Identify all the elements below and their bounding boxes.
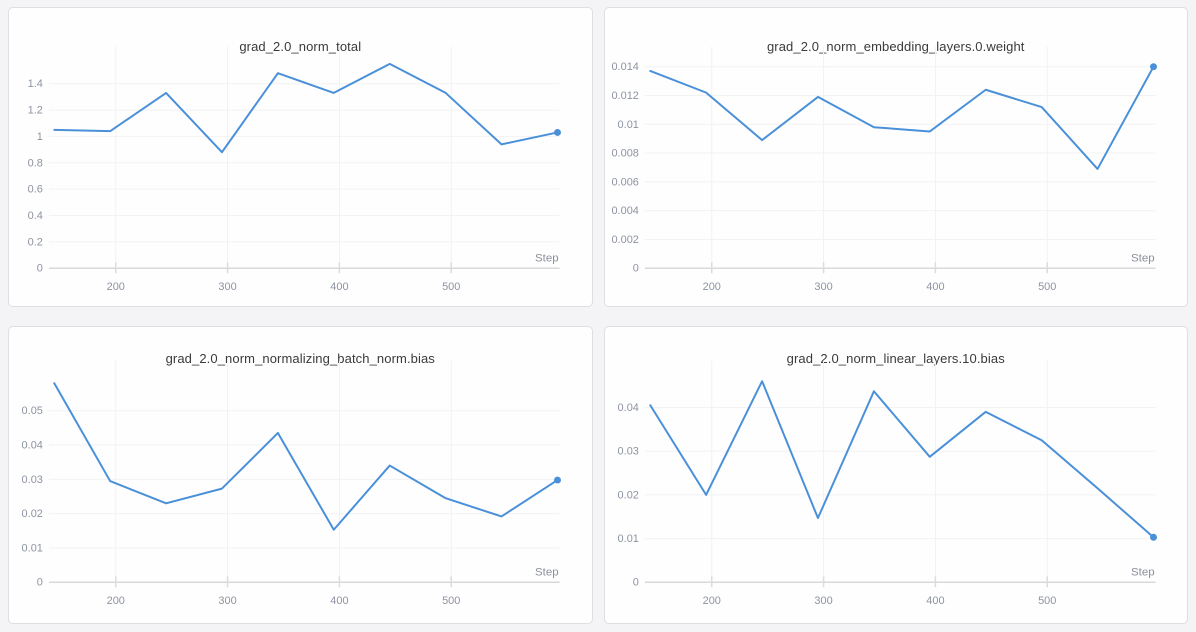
y-tick-label: 0 — [37, 577, 43, 589]
x-axis-label: Step — [535, 566, 559, 578]
x-tick-label: 400 — [330, 281, 348, 293]
y-tick-label: 1.4 — [28, 78, 43, 90]
panel-title: grad_2.0_norm_linear_layers.10.bias — [786, 351, 1005, 366]
y-tick-label: 0.006 — [611, 176, 638, 188]
panel-title: grad_2.0_norm_normalizing_batch_norm.bia… — [165, 351, 435, 366]
y-tick-label: 0.2 — [28, 236, 43, 248]
panel-grad-norm-linear-layers-10-bias[interactable]: grad_2.0_norm_linear_layers.10.bias 200 3… — [603, 326, 1188, 624]
y-tick-label: 0.01 — [617, 119, 638, 131]
panel-grad-norm-normalizing-batch-norm-bias[interactable]: grad_2.0_norm_normalizing_batch_norm.bia… — [8, 326, 593, 624]
last-point-marker — [1149, 63, 1157, 71]
y-tick-label: 1 — [37, 131, 43, 143]
y-tick-label: 0.008 — [611, 148, 638, 160]
last-point-marker — [1149, 533, 1157, 541]
y-tick-label: 0.02 — [617, 489, 638, 501]
x-tick-label: 400 — [926, 595, 944, 607]
x-tick-label: 200 — [107, 281, 125, 293]
x-axis-label: Step — [1131, 252, 1155, 264]
series-line — [648, 65, 1154, 170]
y-tick-label: 0.6 — [28, 184, 43, 196]
y-tick-label: 0.03 — [617, 446, 638, 458]
panel-title: grad_2.0_norm_total — [239, 39, 362, 54]
last-point-marker — [553, 476, 561, 484]
x-axis-label: Step — [535, 252, 559, 264]
y-tick-label: 0.8 — [28, 157, 43, 169]
x-tick-label: 400 — [926, 281, 944, 293]
y-tick-label: 0 — [37, 263, 43, 275]
y-tick-label: 0.4 — [28, 210, 43, 222]
y-tick-label: 0.004 — [611, 205, 638, 217]
panel-grad-norm-total[interactable]: grad_2.0_norm_total 200 300 400 500 0 0.2 0.4 0… — [8, 7, 593, 307]
y-tick-label: 0.02 — [22, 508, 43, 520]
x-tick-label: 200 — [107, 595, 125, 607]
x-tick-label: 200 — [702, 595, 720, 607]
x-tick-label: 300 — [218, 281, 236, 293]
line-chart[interactable]: 200 300 400 500 0 0.2 0.4 0.6 0.8 1 1.2 1.4 Step — [9, 8, 592, 306]
x-tick-label: 500 — [1038, 595, 1056, 607]
y-tick-label: 0 — [632, 577, 638, 589]
line-chart[interactable]: 200 300 400 500 0 0.01 0.02 0.03 0.04 0.05 Step — [9, 327, 592, 623]
y-tick-label: 0.05 — [22, 405, 43, 417]
x-tick-label: 300 — [218, 595, 236, 607]
y-tick-label: 0.012 — [611, 90, 638, 102]
x-tick-label: 500 — [1038, 281, 1056, 293]
y-tick-label: 0.01 — [22, 542, 43, 554]
x-tick-label: 500 — [442, 595, 460, 607]
panel-title: grad_2.0_norm_embedding_layers.0.weight — [766, 39, 1025, 54]
y-tick-label: 0 — [632, 263, 638, 275]
series-line — [53, 62, 559, 154]
y-tick-label: 0.03 — [22, 474, 43, 486]
y-tick-label: 1.2 — [28, 105, 43, 117]
x-tick-label: 300 — [814, 595, 832, 607]
x-tick-label: 300 — [814, 281, 832, 293]
x-tick-label: 200 — [702, 281, 720, 293]
y-tick-label: 0.01 — [617, 533, 638, 545]
series-line — [648, 380, 1154, 539]
series-line — [53, 382, 559, 531]
line-chart[interactable]: 200 300 400 500 0 0.002 0.004 0.006 0.008 0.01 0.0… — [605, 8, 1188, 306]
last-point-marker — [553, 128, 561, 136]
panel-grad-norm-embedding-layers-0-weight[interactable]: grad_2.0_norm_embedding_layers.0.weight … — [603, 7, 1188, 307]
x-tick-label: 400 — [330, 595, 348, 607]
x-axis-label: Step — [1131, 566, 1155, 578]
line-chart[interactable]: 200 300 400 500 0 0.01 0.02 0.03 0.04 Step — [605, 327, 1188, 623]
x-tick-label: 500 — [442, 281, 460, 293]
y-tick-label: 0.04 — [22, 440, 43, 452]
y-tick-label: 0.014 — [611, 61, 638, 73]
y-tick-label: 0.002 — [611, 234, 638, 246]
y-tick-label: 0.04 — [617, 402, 638, 414]
